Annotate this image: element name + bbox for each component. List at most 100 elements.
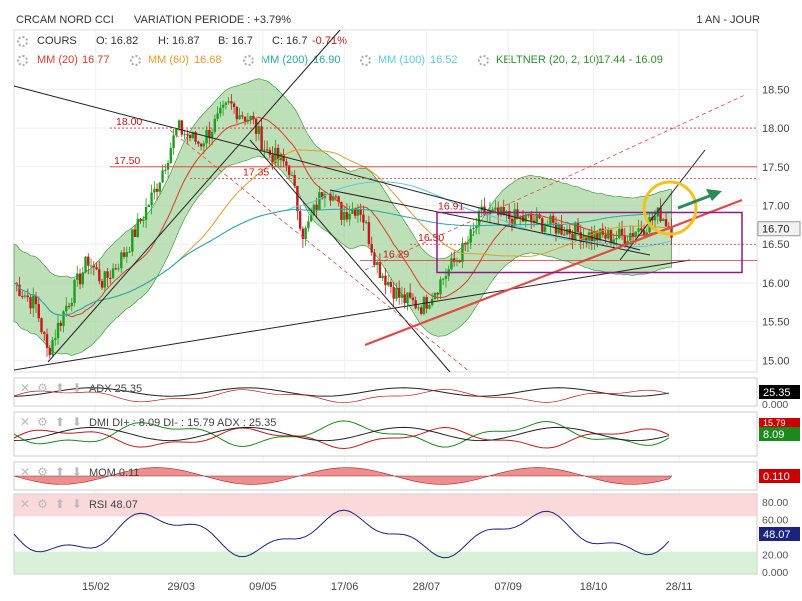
indicator-axis-label: 20.00 bbox=[762, 550, 788, 562]
gear-icon[interactable]: ⚙ bbox=[37, 381, 48, 395]
candle-body bbox=[43, 332, 46, 334]
arrow-down-icon[interactable]: ⬇ bbox=[71, 497, 82, 511]
mm60-label[interactable]: MM (60) bbox=[148, 54, 189, 66]
candle-body bbox=[70, 302, 73, 307]
candle-body bbox=[158, 182, 162, 192]
candle-body bbox=[296, 185, 299, 212]
candle-body bbox=[353, 208, 357, 216]
period-label[interactable]: 1 AN - JOUR bbox=[696, 14, 760, 26]
y-tick-label: 15.50 bbox=[762, 317, 790, 329]
gear-icon[interactable] bbox=[360, 55, 371, 66]
candle-body bbox=[29, 297, 32, 309]
mm200-value: 16.90 bbox=[313, 54, 341, 66]
candle-body bbox=[637, 228, 640, 232]
x-tick-label: 09/05 bbox=[249, 581, 277, 593]
rsi-oversold-zone bbox=[14, 551, 757, 574]
gear-icon[interactable] bbox=[130, 55, 141, 66]
mm200-line bbox=[13, 208, 672, 316]
candle-body bbox=[618, 228, 621, 239]
candle-body bbox=[282, 154, 285, 162]
candle-body bbox=[56, 322, 60, 339]
candle-body bbox=[202, 143, 206, 147]
indicator-value-box bbox=[759, 527, 800, 541]
close-icon[interactable]: ✕ bbox=[20, 465, 31, 479]
mm100-label[interactable]: MM (100) bbox=[378, 54, 426, 66]
candle-body bbox=[439, 279, 442, 295]
candle-body bbox=[499, 207, 503, 216]
candle-body bbox=[172, 135, 175, 149]
candle-body bbox=[34, 295, 38, 305]
last-price-label: 16.70 bbox=[762, 224, 790, 236]
candle-body bbox=[417, 307, 420, 309]
trend-line bbox=[13, 85, 641, 251]
close-icon[interactable]: ✕ bbox=[20, 415, 31, 429]
arrow-up-icon[interactable]: ⬆ bbox=[54, 381, 65, 395]
candle-body bbox=[419, 307, 423, 314]
di-minus-line bbox=[13, 427, 670, 449]
indicator-axis-label: 80.00 bbox=[762, 497, 788, 509]
candle-body bbox=[232, 103, 236, 108]
mm60-value: 16.68 bbox=[194, 54, 222, 66]
candle-body bbox=[670, 227, 673, 238]
candle-body bbox=[180, 120, 184, 135]
candle-body bbox=[340, 201, 343, 220]
candle-body bbox=[194, 132, 197, 142]
gear-icon[interactable] bbox=[478, 55, 489, 66]
price-axis: 15.00 15.50 16.00 16.50 17.00 17.50 18.00 18.50… bbox=[757, 84, 801, 367]
y-tick-label: 18.00 bbox=[762, 123, 790, 135]
candle-body bbox=[513, 209, 516, 227]
candle-body bbox=[309, 215, 313, 222]
rsi-line bbox=[13, 509, 670, 559]
candle-body bbox=[428, 305, 431, 309]
candle-body bbox=[579, 232, 582, 243]
gear-icon[interactable] bbox=[17, 55, 28, 66]
candle-body bbox=[301, 228, 305, 240]
open-value: O: 16.82 bbox=[96, 35, 139, 47]
x-tick-label: 29/03 bbox=[167, 581, 195, 593]
close-icon[interactable]: ✕ bbox=[20, 381, 31, 395]
arrow-up-icon[interactable]: ⬆ bbox=[54, 415, 65, 429]
candle-body bbox=[516, 209, 519, 218]
candle-body bbox=[161, 170, 164, 183]
mm20-label[interactable]: MM (20) bbox=[37, 54, 78, 66]
candle-body bbox=[164, 169, 167, 171]
indicator-value: 8.09 bbox=[763, 429, 784, 441]
candle-body bbox=[400, 294, 404, 298]
indicator-name: ADX bbox=[88, 383, 112, 395]
candle-body bbox=[51, 339, 54, 356]
candle-body bbox=[549, 215, 552, 226]
momentum-area bbox=[13, 467, 673, 485]
candle-body bbox=[131, 229, 134, 252]
arrow-down-icon[interactable]: ⬇ bbox=[71, 381, 82, 395]
candle-body bbox=[552, 215, 555, 223]
candle-body bbox=[590, 232, 593, 242]
arrow-up-icon[interactable]: ⬆ bbox=[54, 465, 65, 479]
candle-body bbox=[109, 277, 112, 279]
gear-icon[interactable] bbox=[243, 55, 254, 66]
candle-body bbox=[662, 219, 665, 222]
gear-icon[interactable] bbox=[17, 36, 28, 47]
candle-body bbox=[177, 120, 181, 129]
candle-body bbox=[527, 214, 530, 216]
arrow-down-icon[interactable]: ⬇ bbox=[71, 415, 82, 429]
candle-body bbox=[667, 226, 671, 228]
indicator-axis-label: 0.000 bbox=[762, 567, 788, 579]
x-tick-label: 28/11 bbox=[666, 581, 693, 593]
mm200-label[interactable]: MM (200) bbox=[261, 54, 309, 66]
gear-icon[interactable]: ⚙ bbox=[37, 415, 48, 429]
candle-body bbox=[664, 219, 668, 227]
candle-body bbox=[653, 216, 657, 221]
close-icon[interactable]: ✕ bbox=[20, 497, 31, 511]
gear-icon[interactable]: ⚙ bbox=[37, 465, 48, 479]
candle-body bbox=[37, 304, 40, 319]
candle-body bbox=[133, 229, 137, 238]
candle-body bbox=[183, 134, 186, 136]
arrow-down-icon[interactable]: ⬇ bbox=[71, 465, 82, 479]
candle-body bbox=[120, 252, 123, 269]
candle-body bbox=[596, 231, 599, 241]
keltner-label[interactable]: KELTNER (20, 2, 10) bbox=[496, 54, 600, 66]
candle-body bbox=[216, 113, 219, 119]
arrow-up-icon[interactable]: ⬆ bbox=[54, 497, 65, 511]
gear-icon[interactable]: ⚙ bbox=[37, 497, 48, 511]
